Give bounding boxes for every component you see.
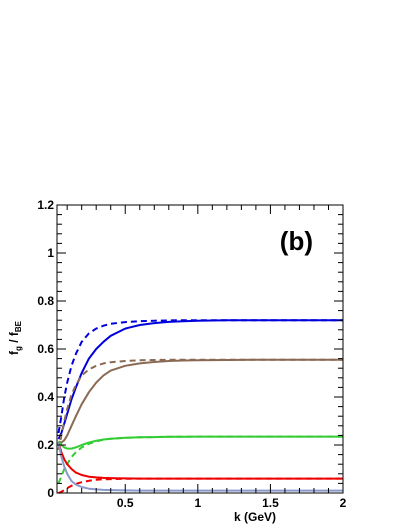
x-axis-label: k (GeV): [234, 510, 276, 524]
y-axis-label: fg / fBE: [7, 320, 23, 355]
series-line-6: [57, 435, 343, 484]
x-tick-label: 1.5: [262, 496, 279, 510]
panel-label: (b): [280, 226, 313, 256]
x-tick-label: 0.5: [117, 496, 134, 510]
y-axis-label-sep: / f: [7, 331, 21, 346]
svg-text:fg / fBE: fg / fBE: [7, 320, 23, 355]
y-tick-label: 0.6: [37, 342, 54, 356]
series-layer: [57, 319, 343, 494]
series-line-2: [57, 319, 343, 434]
y-tick-label: 0.8: [37, 294, 54, 308]
y-axis-label-sub2: BE: [14, 320, 23, 332]
x-tick-label: 2: [340, 496, 347, 510]
y-tick-label: 1.2: [37, 198, 54, 212]
y-tick-label: 0: [47, 486, 54, 500]
y-tick-label: 1: [47, 246, 54, 260]
y-tick-label: 0.4: [37, 390, 54, 404]
x-tick-label: 1: [194, 496, 201, 510]
y-axis-label-main: f: [7, 350, 21, 355]
plot-frame: [56, 204, 344, 494]
axes-layer: 0.5 1 1.5 2 0 0.2 0.4 0.6 0.8 1 1.2: [37, 198, 346, 510]
y-axis-label-sub1: g: [14, 346, 23, 351]
y-tick-label: 0.2: [37, 438, 54, 452]
series-line-8: [58, 477, 343, 494]
series-line-4: [57, 358, 343, 450]
